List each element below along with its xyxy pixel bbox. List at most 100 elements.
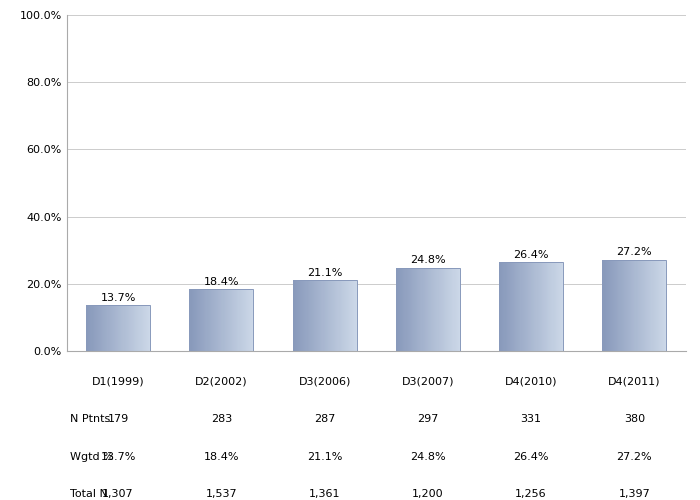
Bar (332, 280, 333, 351)
Bar (215, 289, 216, 351)
Bar (523, 262, 524, 351)
Bar (303, 280, 304, 351)
Bar (419, 268, 421, 351)
Bar (223, 289, 225, 351)
Bar (137, 305, 139, 351)
Bar (354, 280, 356, 351)
Text: 27.2%: 27.2% (617, 452, 652, 462)
Bar (407, 268, 409, 351)
Bar (435, 268, 437, 351)
Bar (241, 289, 243, 351)
Bar (113, 305, 114, 351)
Bar (396, 268, 460, 351)
Bar (661, 260, 662, 351)
Bar (423, 268, 424, 351)
Bar (314, 280, 315, 351)
Bar (399, 268, 400, 351)
Bar (337, 280, 339, 351)
Bar (304, 280, 305, 351)
Bar (603, 260, 605, 351)
Bar (233, 289, 235, 351)
Bar (327, 280, 328, 351)
Bar (231, 289, 232, 351)
Bar (122, 305, 124, 351)
Bar (403, 268, 405, 351)
Bar (249, 289, 251, 351)
Text: 26.4%: 26.4% (513, 452, 549, 462)
Bar (217, 289, 218, 351)
Bar (536, 262, 538, 351)
Text: 24.8%: 24.8% (410, 256, 446, 266)
Bar (307, 280, 308, 351)
Bar (441, 268, 442, 351)
Bar (341, 280, 342, 351)
Text: 1,361: 1,361 (309, 489, 340, 499)
Bar (98, 305, 99, 351)
Bar (545, 262, 546, 351)
Bar (410, 268, 411, 351)
Bar (218, 289, 219, 351)
Text: 1,200: 1,200 (412, 489, 444, 499)
Bar (214, 289, 215, 351)
Bar (302, 280, 303, 351)
Bar (507, 262, 508, 351)
Bar (608, 260, 609, 351)
Bar (129, 305, 130, 351)
Bar (450, 268, 452, 351)
Bar (309, 280, 311, 351)
Bar (527, 262, 528, 351)
Bar (421, 268, 423, 351)
Text: 1,397: 1,397 (619, 489, 650, 499)
Bar (401, 268, 402, 351)
Bar (220, 289, 221, 351)
Bar (627, 260, 628, 351)
Bar (334, 280, 335, 351)
Bar (657, 260, 658, 351)
Bar (434, 268, 435, 351)
Bar (205, 289, 206, 351)
Bar (317, 280, 318, 351)
Bar (111, 305, 112, 351)
Bar (112, 305, 113, 351)
Bar (221, 289, 223, 351)
Text: 331: 331 (521, 414, 542, 424)
Text: Wgtd %: Wgtd % (69, 452, 113, 462)
Text: 18.4%: 18.4% (204, 277, 239, 287)
Bar (346, 280, 347, 351)
Bar (115, 305, 116, 351)
Bar (658, 260, 659, 351)
Text: 297: 297 (417, 414, 439, 424)
Bar (348, 280, 349, 351)
Text: 27.2%: 27.2% (617, 248, 652, 258)
Bar (203, 289, 204, 351)
Bar (206, 289, 208, 351)
Bar (662, 260, 664, 351)
Bar (350, 280, 351, 351)
Bar (538, 262, 540, 351)
Bar (133, 305, 134, 351)
Bar (438, 268, 439, 351)
Bar (212, 289, 213, 351)
Bar (136, 305, 137, 351)
Bar (607, 260, 608, 351)
Bar (293, 280, 356, 351)
Bar (105, 305, 106, 351)
Bar (211, 289, 212, 351)
Bar (86, 305, 150, 351)
Bar (340, 280, 341, 351)
Bar (605, 260, 606, 351)
Bar (219, 289, 220, 351)
Bar (96, 305, 97, 351)
Bar (646, 260, 648, 351)
Bar (533, 262, 534, 351)
Bar (345, 280, 346, 351)
Bar (560, 262, 561, 351)
Bar (195, 289, 196, 351)
Bar (123, 305, 125, 351)
Bar (514, 262, 515, 351)
Bar (620, 260, 621, 351)
Bar (104, 305, 106, 351)
Bar (333, 280, 335, 351)
Bar (415, 268, 416, 351)
Bar (325, 280, 326, 351)
